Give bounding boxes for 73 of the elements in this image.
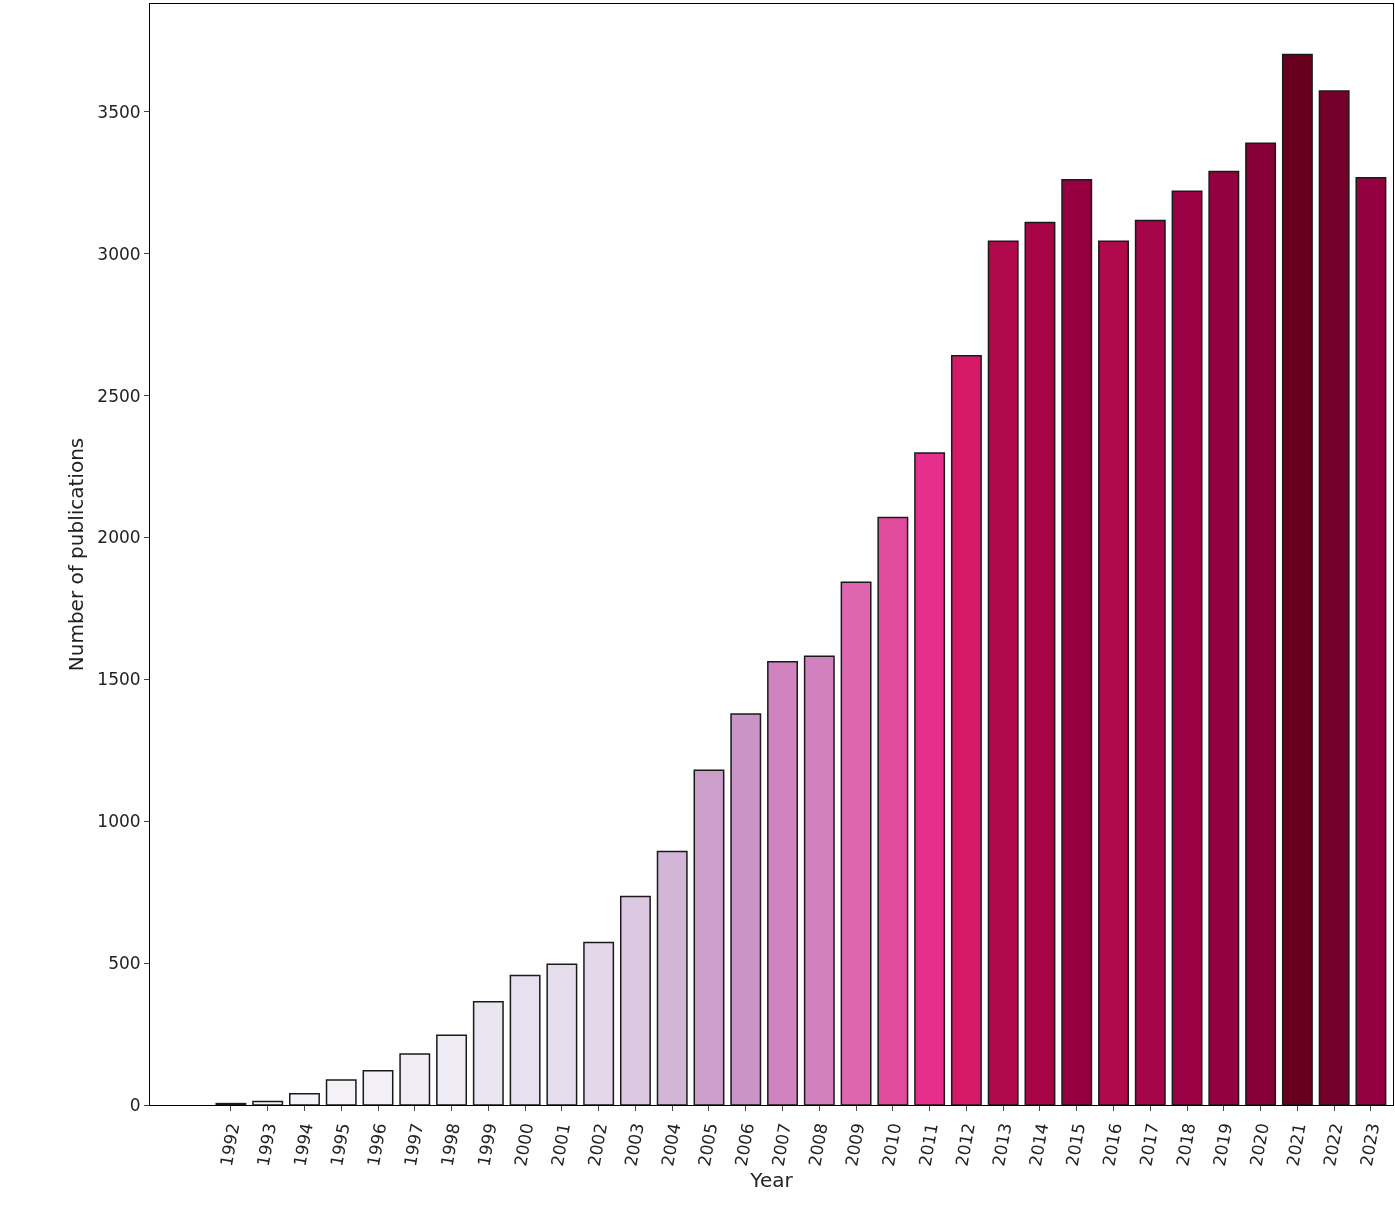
x-tick-label: 2016: [1098, 1121, 1126, 1168]
x-tick-label: 2022: [1319, 1121, 1347, 1168]
x-tick-label: 2002: [583, 1121, 611, 1168]
y-tick-label: 2000: [97, 527, 141, 548]
x-tick-label: 2006: [730, 1121, 759, 1168]
bar: [1318, 90, 1350, 1105]
y-tick-label: 1500: [97, 669, 141, 690]
x-tick-label: 2015: [1061, 1121, 1090, 1168]
bar: [472, 1000, 504, 1105]
x-tick-label: 2023: [1356, 1121, 1384, 1168]
bar: [1355, 176, 1387, 1105]
bar: [325, 1079, 357, 1105]
bar: [693, 769, 725, 1105]
bar: [619, 895, 651, 1105]
bar: [950, 355, 982, 1105]
x-tick-label: 2017: [1135, 1121, 1163, 1168]
bar: [767, 661, 798, 1105]
bar: [840, 581, 872, 1105]
bar: [914, 452, 946, 1105]
y-tick-label: 1000: [97, 811, 141, 832]
bar: [1208, 170, 1240, 1105]
x-tick-label: 2007: [767, 1121, 795, 1168]
bar: [1061, 178, 1093, 1105]
bar: [1281, 53, 1313, 1105]
bar: [656, 850, 688, 1105]
bar: [289, 1092, 320, 1105]
bar: [436, 1034, 468, 1105]
y-tick-label: 2500: [97, 385, 141, 406]
x-tick-label: 2001: [546, 1121, 575, 1168]
x-tick-label: 2014: [1025, 1121, 1053, 1168]
x-tick-label: 2020: [1245, 1121, 1273, 1168]
x-tick-label: 2018: [1172, 1121, 1200, 1168]
x-tick-label: 2005: [694, 1121, 722, 1168]
x-tick-label: 2011: [914, 1121, 942, 1168]
y-tick-label: 3000: [97, 243, 141, 264]
x-tick-label: 1992: [216, 1121, 244, 1168]
x-axis-title: Year: [749, 1167, 794, 1192]
x-tick-label: 1998: [436, 1121, 464, 1168]
bar: [583, 941, 615, 1105]
x-tick-label: 2003: [620, 1121, 648, 1168]
bar: [509, 974, 541, 1105]
bar: [730, 713, 762, 1105]
bar: [1024, 221, 1056, 1105]
x-tick-label: 2012: [951, 1121, 979, 1168]
x-tick-label: 1996: [363, 1121, 391, 1168]
bar: [1245, 142, 1277, 1105]
bar: [399, 1053, 431, 1105]
x-tick-label: 2008: [804, 1121, 832, 1168]
bar: [546, 963, 578, 1105]
x-tick-label: 1994: [289, 1121, 317, 1168]
bar: [877, 516, 909, 1105]
bar: [1134, 219, 1166, 1105]
bar: [1171, 190, 1203, 1105]
y-tick-label: 0: [129, 1094, 141, 1115]
y-axis-title: Number of publications: [63, 437, 88, 672]
bar: [803, 655, 835, 1105]
x-tick-label: 1997: [399, 1121, 428, 1168]
x-tick-label: 1993: [252, 1121, 280, 1168]
bar: [252, 1100, 284, 1105]
x-tick-label: 2013: [988, 1121, 1016, 1168]
x-tick-label: 2009: [841, 1121, 869, 1168]
y-tick-label: 3500: [97, 101, 141, 122]
x-tick-label: 1995: [326, 1121, 354, 1168]
x-tick-label: 1999: [473, 1121, 501, 1168]
x-tick-label: 2019: [1208, 1121, 1237, 1168]
x-tick-label: 2004: [657, 1121, 685, 1168]
y-tick-label: 500: [108, 953, 141, 974]
bar: [987, 240, 1019, 1105]
bar: [362, 1069, 394, 1105]
bar: [1098, 240, 1129, 1105]
x-tick-label: 2021: [1282, 1121, 1310, 1168]
x-tick-label: 2010: [877, 1121, 906, 1168]
x-tick-label: 2000: [510, 1121, 538, 1168]
